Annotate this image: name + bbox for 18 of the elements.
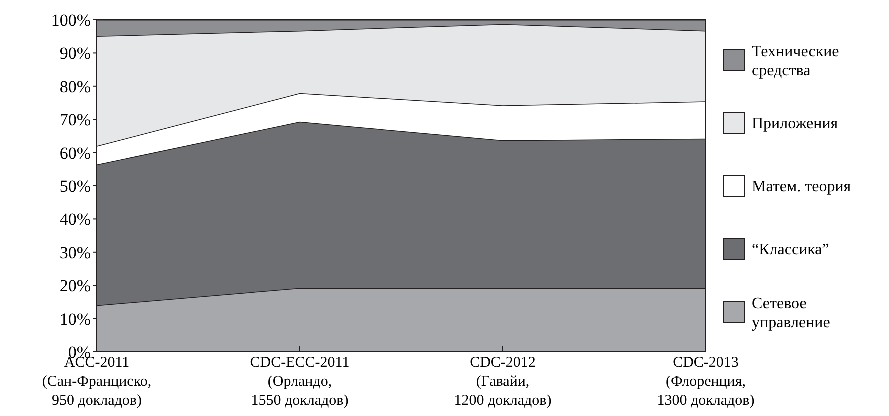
y-tick-label: 30% (60, 243, 91, 262)
y-tick-label: 60% (60, 144, 91, 163)
legend-label: Матем. теория (752, 178, 852, 196)
legend-label: Технические средства (752, 44, 840, 80)
x-tick-label: CDC-2012 (Гавайи, 1200 докладов) (454, 355, 552, 409)
y-tick-label: 40% (60, 210, 91, 230)
y-tick-label: 10% (60, 310, 91, 329)
x-tick-label: CDC-ECC-2011 (Орландо, 1550 докладов) (250, 355, 350, 409)
y-tick-label: 20% (60, 276, 91, 296)
y-tick-label: 90% (60, 44, 91, 64)
legend-label: Приложения (752, 116, 839, 133)
legend-label: “Классика” (752, 242, 830, 259)
y-tick-label: 80% (60, 77, 91, 96)
y-tick-label: 100% (51, 10, 91, 30)
y-tick-label: 50% (60, 176, 91, 196)
x-tick-label: CDC-2013 (Флоренция, 1300 докладов) (657, 355, 755, 409)
legend-label: Сетевое управление (752, 296, 830, 332)
y-tick-label: 70% (60, 110, 91, 130)
